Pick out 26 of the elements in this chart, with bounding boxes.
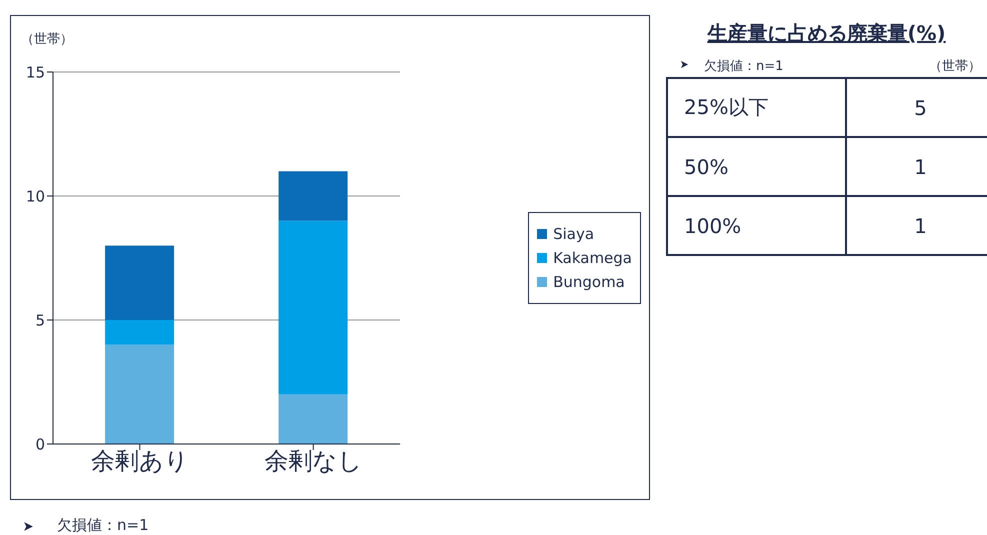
text: 欠損値：n=1: [57, 516, 149, 535]
bar: [105, 344, 174, 444]
legend-label: Kakamega: [552, 248, 632, 266]
x-tick-label: 余剰なし: [264, 447, 362, 476]
text: （世帯）: [929, 58, 981, 75]
bar: [278, 171, 348, 221]
data-label: 1: [846, 137, 987, 196]
x-tick-label: 余剰あり: [90, 447, 189, 476]
data-label: 1: [846, 196, 987, 255]
category-label: 100%: [667, 196, 846, 255]
category-label: 25%以下: [667, 78, 846, 137]
bar: [278, 394, 348, 444]
y-tick-label: 5: [35, 311, 45, 330]
y-tick-label: 10: [26, 187, 45, 206]
legend-label: Bungoma: [552, 272, 626, 290]
y-tick-label: 15: [26, 63, 45, 82]
text: 生産量に占める廃棄量(%): [706, 20, 947, 47]
y-axis-title: （世帯）: [21, 31, 73, 48]
bar: [105, 320, 174, 345]
bar: [278, 220, 348, 394]
y-tick-label: 0: [35, 435, 45, 454]
legend-label: Siaya: [552, 224, 596, 242]
category-label: 50%: [667, 137, 846, 196]
text: 欠損値：n=1: [704, 58, 784, 75]
bar: [105, 246, 174, 320]
data-label: 5: [846, 78, 987, 137]
